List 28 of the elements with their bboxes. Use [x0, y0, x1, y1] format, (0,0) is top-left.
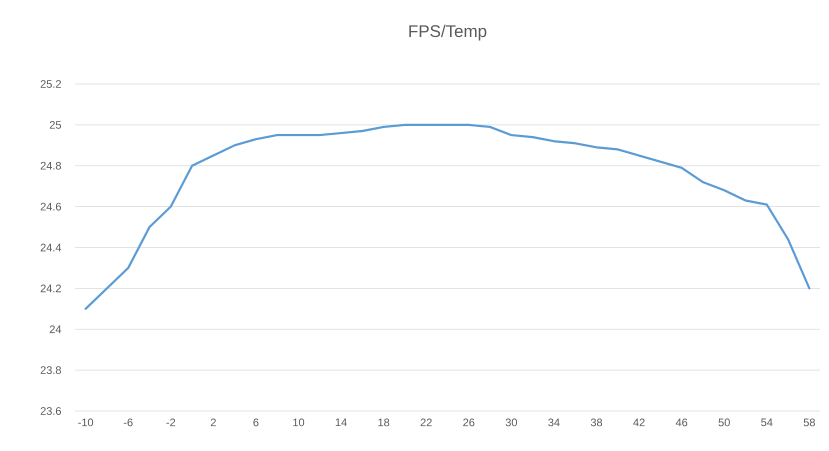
- x-tick-label: 34: [548, 418, 560, 426]
- x-tick-label: 46: [676, 418, 688, 426]
- y-tick-label: 24: [50, 325, 62, 334]
- y-tick-label: 24.8: [40, 162, 61, 170]
- y-tick-label: 24.4: [40, 244, 62, 252]
- x-tick-label: 26: [463, 418, 474, 426]
- x-tick-label: -2: [166, 418, 176, 426]
- y-tick-label: 23.8: [40, 366, 61, 374]
- x-tick-label: 18: [378, 418, 390, 426]
- x-tick-label: 54: [761, 418, 773, 426]
- x-tick-label: 14: [336, 418, 347, 426]
- x-tick-label: 22: [420, 418, 432, 426]
- y-tick-label: 23.6: [40, 407, 61, 415]
- y-tick-label: 24.6: [40, 202, 61, 211]
- x-tick-label: 30: [506, 418, 518, 426]
- y-tick-label: 24.2: [40, 284, 61, 292]
- x-tick-label: 10: [293, 418, 304, 426]
- x-tick-label: -10: [78, 418, 94, 426]
- y-tick-label: 25.2: [40, 80, 61, 88]
- x-tick-label: -6: [124, 418, 133, 426]
- x-tick-label: 2: [210, 418, 216, 426]
- chart-title: FPS/Temp: [409, 24, 486, 40]
- x-tick-label: 6: [253, 418, 258, 426]
- x-tick-label: 58: [804, 418, 815, 426]
- x-tick-label: 50: [718, 418, 730, 426]
- x-tick-label: 42: [633, 418, 645, 426]
- y-tick-label: 25: [50, 121, 62, 129]
- x-tick-label: 38: [590, 418, 602, 426]
